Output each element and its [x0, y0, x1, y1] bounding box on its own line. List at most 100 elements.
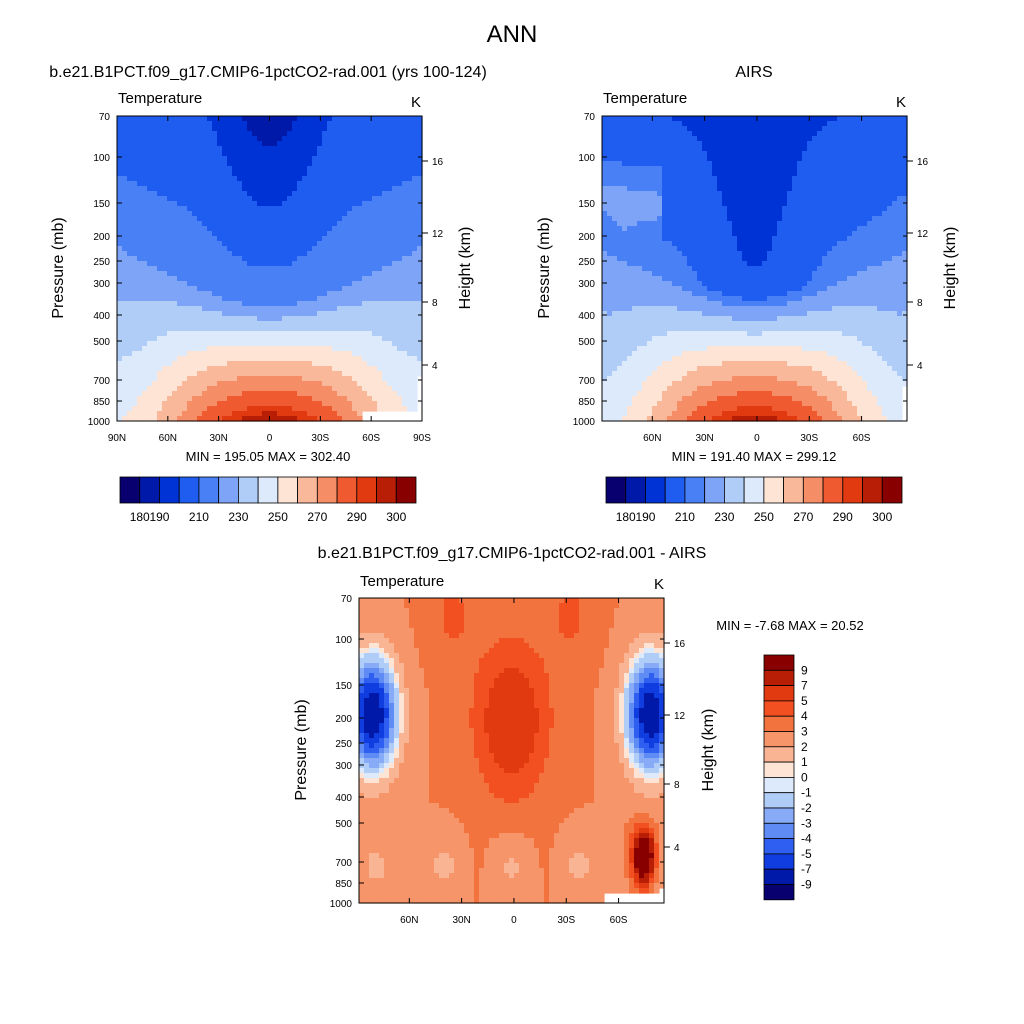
contour-cell: [157, 171, 163, 177]
contour-cell: [207, 396, 213, 402]
contour-cell: [397, 366, 403, 372]
contour-cell: [152, 126, 158, 132]
contour-cell: [167, 181, 173, 187]
contour-cell: [302, 251, 308, 257]
contour-cell: [602, 191, 608, 197]
contour-cell: [242, 136, 248, 142]
contour-cell: [277, 116, 283, 122]
contour-cell: [357, 316, 363, 322]
contour-cell: [287, 191, 293, 197]
contour-cell: [652, 191, 658, 197]
contour-cell: [227, 246, 233, 252]
contour-cell: [247, 196, 253, 202]
contour-cell: [387, 171, 393, 177]
contour-cell: [257, 346, 263, 352]
contour-cell: [737, 151, 743, 157]
contour-cell: [222, 161, 228, 167]
contour-cell: [637, 121, 643, 127]
contour-cell: [632, 136, 638, 142]
contour-cell: [247, 406, 253, 412]
contour-cell: [737, 136, 743, 142]
contour-cell: [362, 246, 368, 252]
contour-cell: [857, 161, 863, 167]
contour-cell: [312, 406, 318, 412]
contour-cell: [712, 201, 718, 207]
contour-cell: [287, 356, 293, 362]
contour-cell: [252, 231, 258, 237]
contour-cell: [402, 256, 408, 262]
contour-cell: [232, 366, 238, 372]
contour-cell: [897, 171, 903, 177]
contour-cell: [667, 201, 673, 207]
contour-cell: [172, 186, 178, 192]
contour-cell: [767, 201, 773, 207]
contour-cell: [732, 181, 738, 187]
contour-cell: [127, 231, 133, 237]
contour-cell: [202, 396, 208, 402]
contour-cell: [702, 176, 708, 182]
contour-cell: [627, 191, 633, 197]
contour-cell: [892, 171, 898, 177]
contour-cell: [177, 156, 183, 162]
contour-cell: [162, 236, 168, 242]
contour-cell: [372, 136, 378, 142]
contour-cell: [842, 201, 848, 207]
contour-cell: [342, 296, 348, 302]
contour-cell: [352, 206, 358, 212]
contour-cell: [242, 416, 248, 422]
contour-cell: [192, 326, 198, 332]
contour-cell: [147, 351, 153, 357]
contour-cell: [652, 156, 658, 162]
contour-cell: [117, 176, 123, 182]
contour-cell: [267, 301, 273, 307]
contour-cell: [602, 206, 608, 212]
contour-cell: [227, 151, 233, 157]
contour-cell: [397, 216, 403, 222]
contour-cell: [342, 146, 348, 152]
contour-cell: [117, 281, 123, 287]
contour-cell: [362, 201, 368, 207]
contour-cell: [307, 171, 313, 177]
contour-cell: [157, 116, 163, 122]
contour-cell: [732, 196, 738, 202]
contour-cell: [282, 236, 288, 242]
contour-cell: [887, 186, 893, 192]
contour-cell: [737, 116, 743, 122]
contour-cell: [307, 136, 313, 142]
contour-cell: [372, 401, 378, 407]
contour-cell: [317, 381, 323, 387]
contour-cell: [242, 276, 248, 282]
contour-cell: [357, 131, 363, 137]
contour-cell: [257, 161, 263, 167]
contour-cell: [172, 321, 178, 327]
contour-cell: [667, 171, 673, 177]
contour-cell: [312, 401, 318, 407]
contour-cell: [157, 211, 163, 217]
contour-field: [117, 116, 423, 422]
contour-cell: [207, 221, 213, 227]
contour-cell: [237, 251, 243, 257]
contour-cell: [852, 126, 858, 132]
contour-cell: [397, 136, 403, 142]
contour-cell: [227, 351, 233, 357]
contour-cell: [167, 411, 173, 417]
contour-cell: [302, 286, 308, 292]
contour-cell: [397, 391, 403, 397]
contour-cell: [252, 346, 258, 352]
contour-cell: [627, 161, 633, 167]
contour-cell: [732, 156, 738, 162]
contour-cell: [182, 146, 188, 152]
contour-cell: [342, 141, 348, 147]
contour-cell: [252, 151, 258, 157]
contour-cell: [247, 366, 253, 372]
contour-cell: [167, 356, 173, 362]
contour-cell: [747, 201, 753, 207]
contour-cell: [282, 226, 288, 232]
contour-cell: [327, 186, 333, 192]
contour-cell: [157, 316, 163, 322]
contour-cell: [177, 251, 183, 257]
contour-cell: [287, 136, 293, 142]
contour-cell: [187, 331, 193, 337]
contour-cell: [222, 331, 228, 337]
contour-cell: [182, 361, 188, 367]
